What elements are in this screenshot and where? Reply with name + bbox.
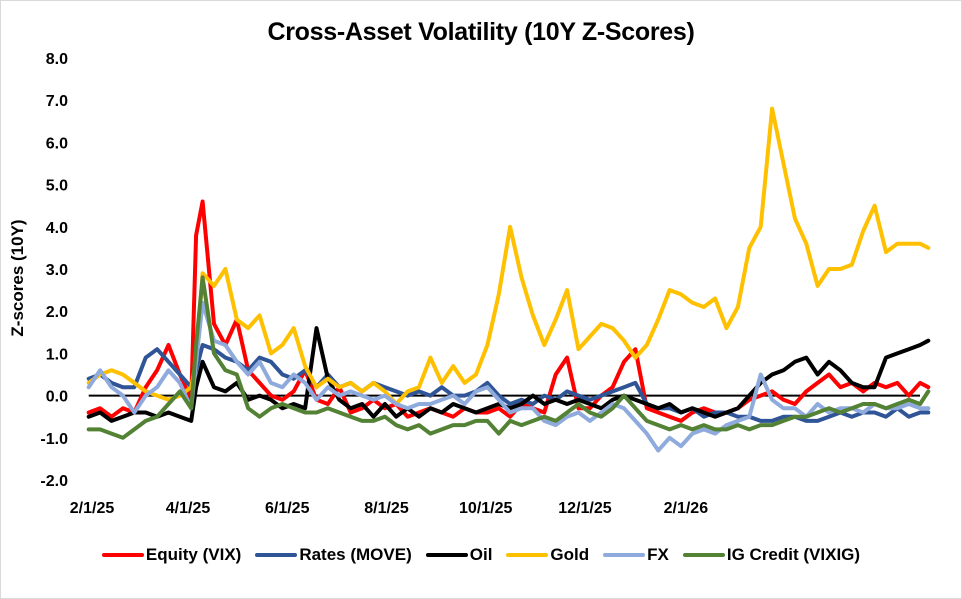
legend-label: Oil	[469, 545, 493, 564]
legend-item: Gold	[506, 545, 589, 565]
x-axis-ticks: 2/1/25 4/1/25 6/1/25 8/1/25 10/1/25 12/1/25 2/…	[70, 500, 708, 517]
x-tick-label: 8/1/25	[364, 500, 409, 517]
legend-label: Gold	[550, 545, 590, 564]
legend-item: FX	[603, 545, 669, 565]
legend-swatch	[682, 553, 725, 557]
x-tick-label: 10/1/25	[459, 500, 512, 517]
x-tick-label: 12/1/25	[558, 500, 611, 517]
y-tick-label: -2.0	[40, 473, 68, 490]
y-tick-label: -1.0	[40, 431, 68, 448]
y-tick-label: 1.0	[46, 346, 68, 363]
legend-label: Rates (MOVE)	[299, 545, 412, 564]
legend-item: Rates (MOVE)	[255, 545, 412, 565]
series-line-fx	[86, 300, 931, 453]
legend-item: Oil	[425, 545, 493, 565]
legend-label: Equity (VIX)	[145, 545, 242, 564]
legend: Equity (VIX) Rates (MOVE) Oil Gold FX IG Cred…	[0, 545, 962, 565]
series-group	[86, 106, 931, 453]
y-tick-label: 5.0	[46, 178, 68, 195]
legend-label: FX	[647, 545, 669, 564]
y-tick-label: 8.0	[46, 51, 68, 68]
legend-swatch	[506, 553, 549, 557]
legend-swatch	[603, 553, 646, 557]
x-tick-label: 4/1/25	[166, 500, 211, 517]
legend-label: IG Credit (VIXIG)	[726, 545, 861, 564]
chart-title: Cross-Asset Volatility (10Y Z-Scores)	[267, 18, 695, 46]
y-tick-label: 2.0	[46, 304, 68, 321]
y-tick-label: 4.0	[46, 220, 68, 237]
y-tick-label: 7.0	[46, 93, 68, 110]
x-tick-label: 6/1/25	[265, 500, 310, 517]
legend-swatch	[255, 553, 298, 557]
legend-swatch	[101, 553, 144, 557]
series-line-equity-vix	[86, 199, 931, 423]
x-tick-label: 2/1/25	[70, 500, 115, 517]
legend-item: IG Credit (VIXIG)	[682, 545, 861, 565]
series-line-gold	[86, 106, 931, 406]
y-tick-label: 3.0	[46, 262, 68, 279]
legend-swatch	[425, 553, 468, 557]
y-tick-label: 0.0	[46, 389, 68, 406]
y-tick-label: 6.0	[46, 135, 68, 152]
legend-item: Equity (VIX)	[101, 545, 242, 565]
x-tick-label: 2/1/26	[664, 500, 709, 517]
series-line-ig-credit-vixig	[86, 275, 931, 440]
y-axis-ticks: 8.0 7.0 6.0 5.0 4.0 3.0 2.0 1.0 0.0 -1.0 -2.0	[40, 51, 68, 490]
